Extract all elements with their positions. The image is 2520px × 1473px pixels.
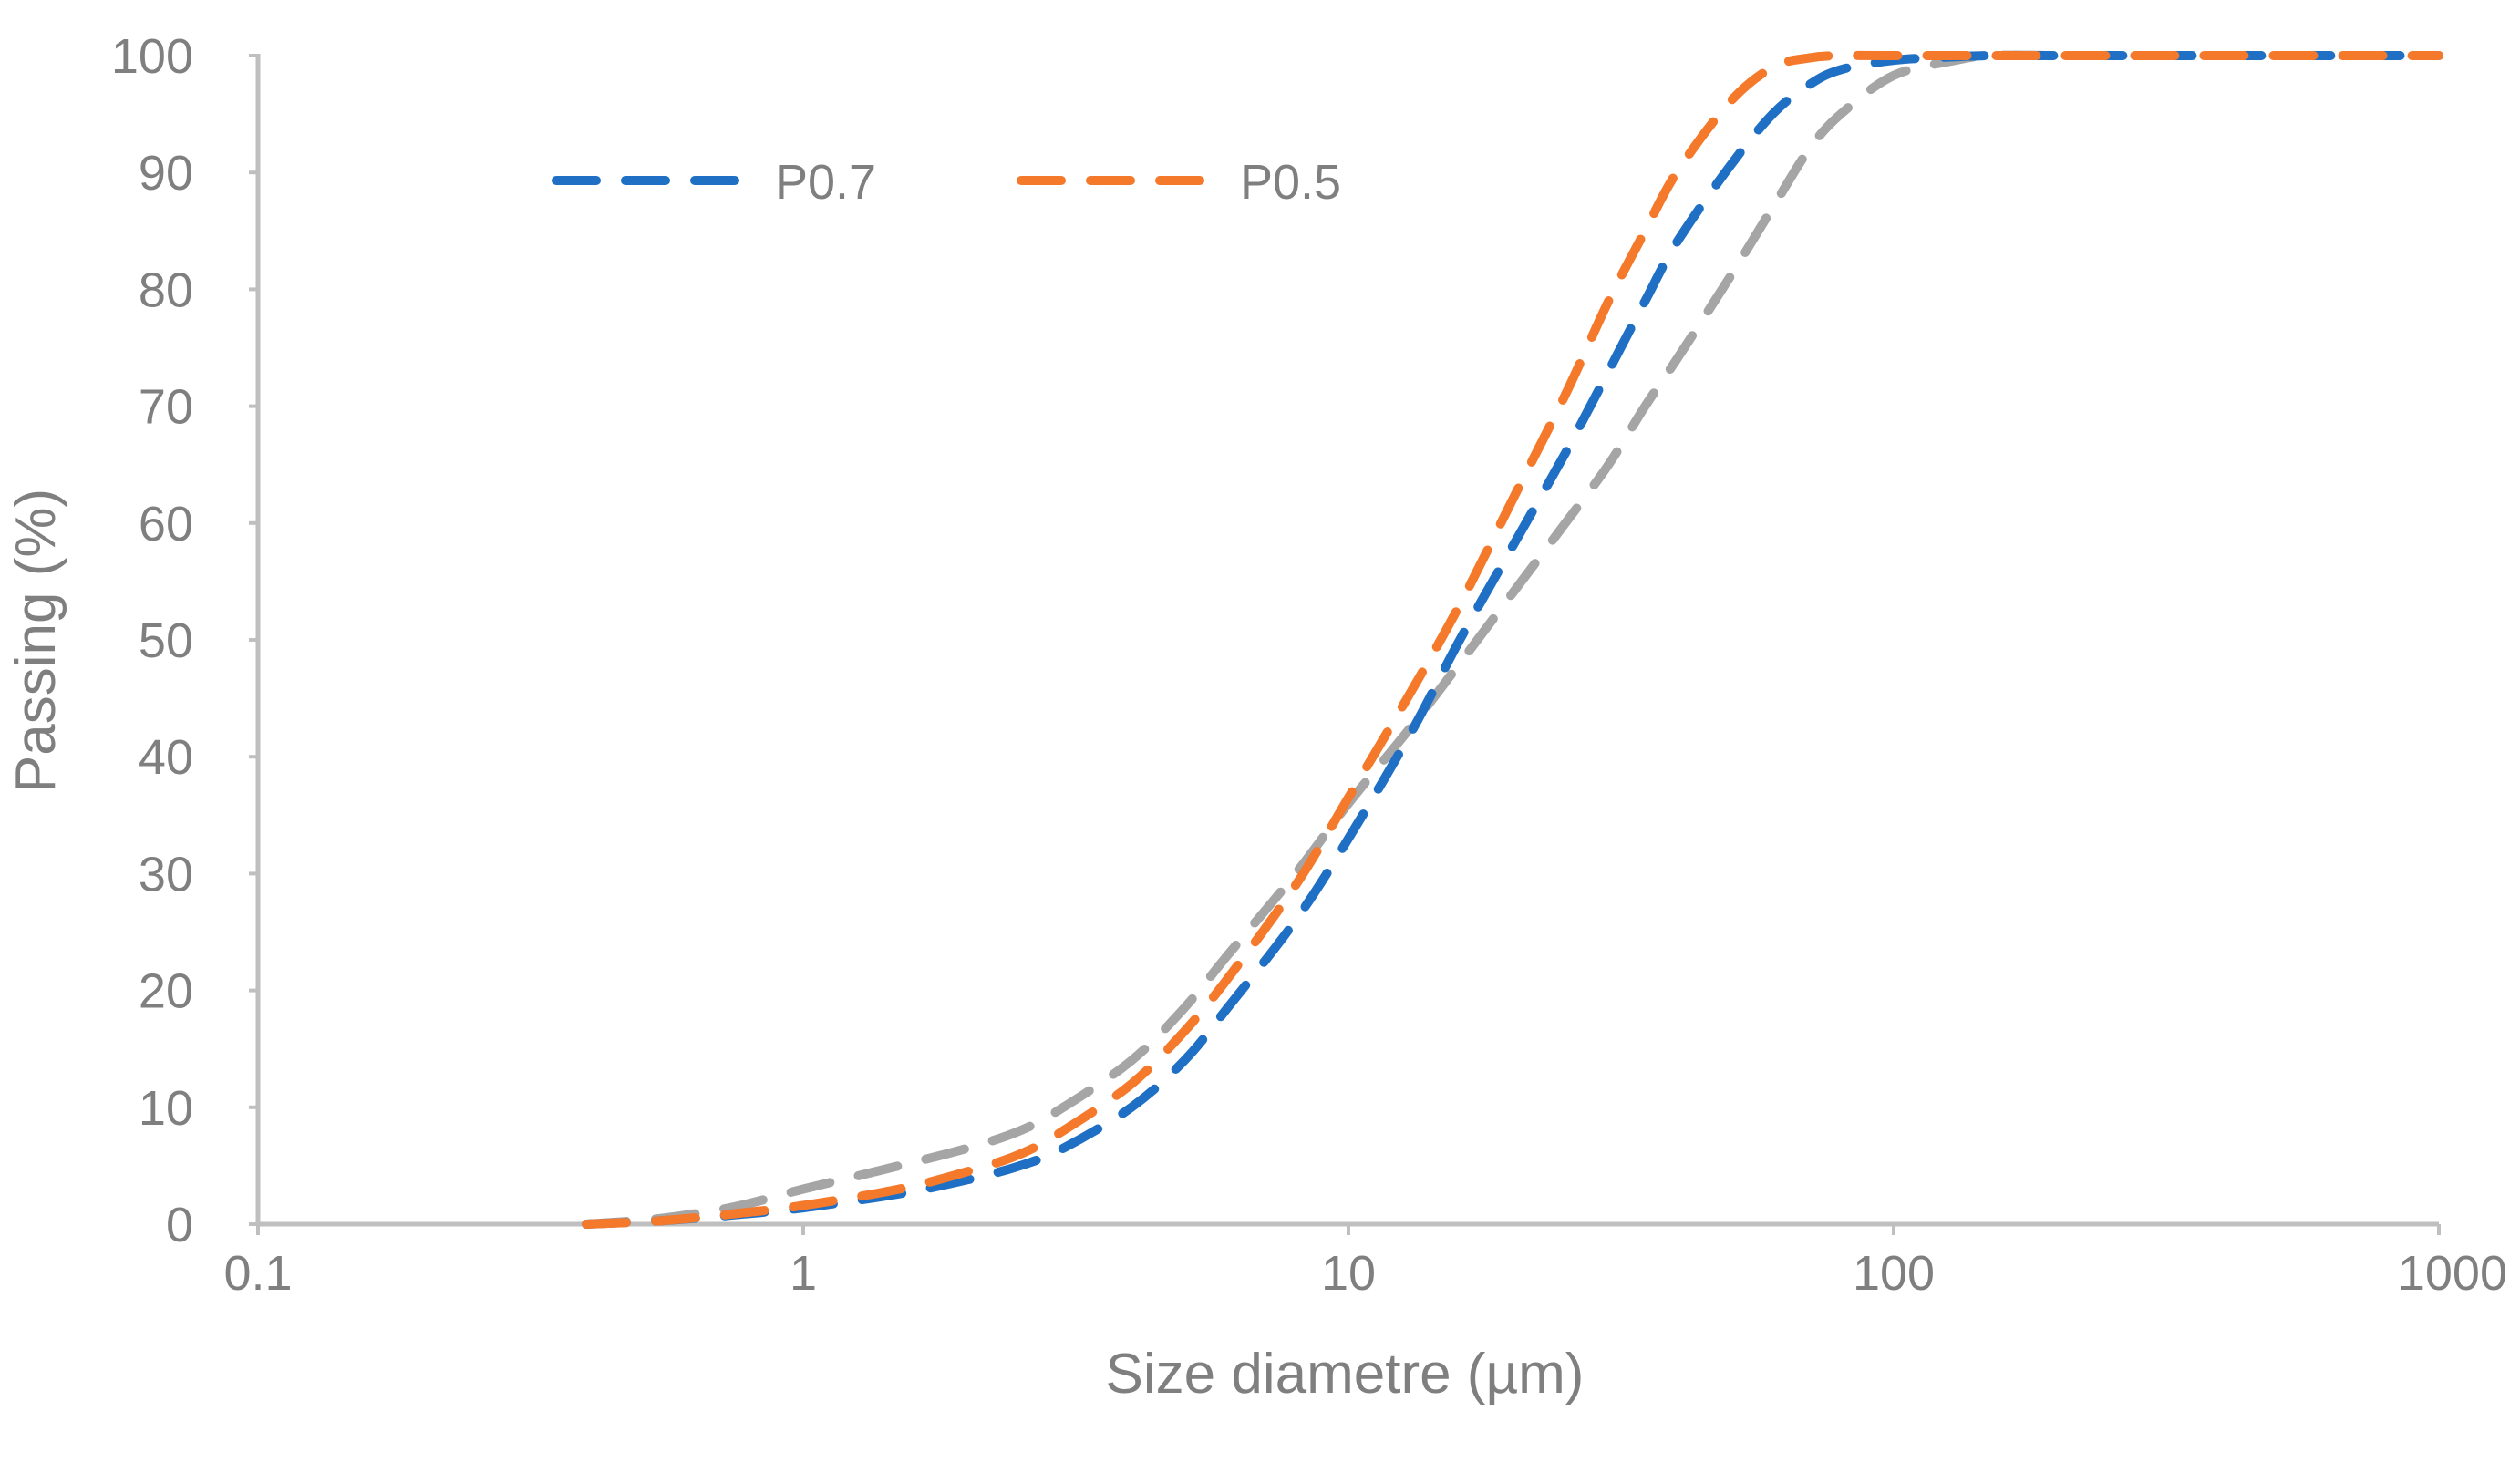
y-tick-label: 10: [139, 1081, 193, 1136]
x-tick-label: 10: [1321, 1246, 1376, 1301]
series-lines: [582, 50, 2443, 1229]
axes: [249, 54, 2441, 1235]
x-tick-label: 1000: [2398, 1246, 2507, 1301]
y-tick-label: 70: [139, 380, 193, 435]
legend-label: P0.5: [1240, 155, 1341, 210]
y-tick-label: 60: [139, 497, 193, 551]
tick-labels: 0 10 20 30 40 50 60 70 80 90 100 0.1 1 10 100 1000: [111, 29, 2507, 1301]
y-tick-label: 90: [139, 146, 193, 201]
y-tick-label: 0: [166, 1198, 193, 1252]
series-line-p0-7: [582, 50, 2443, 1229]
x-tick-label: 100: [1853, 1246, 1935, 1301]
series-line-unlabeled-grey: [582, 50, 2443, 1229]
y-tick-label: 30: [139, 847, 193, 901]
x-tick-label: 1: [790, 1246, 817, 1301]
y-tick-label: 40: [139, 730, 193, 785]
series-line-p0-5: [582, 50, 2443, 1229]
x-tick-label: 0.1: [223, 1246, 292, 1301]
y-tick-label: 80: [139, 263, 193, 317]
y-axis-title: Passing (%): [5, 489, 67, 793]
legend-label: P0.7: [775, 155, 876, 210]
x-axis-title: Size diametre (µm): [1106, 1343, 1585, 1406]
legend: P0.7 P0.5: [552, 155, 1341, 210]
y-tick-label: 100: [111, 29, 193, 84]
y-tick-label: 50: [139, 613, 193, 668]
y-tick-label: 20: [139, 964, 193, 1019]
